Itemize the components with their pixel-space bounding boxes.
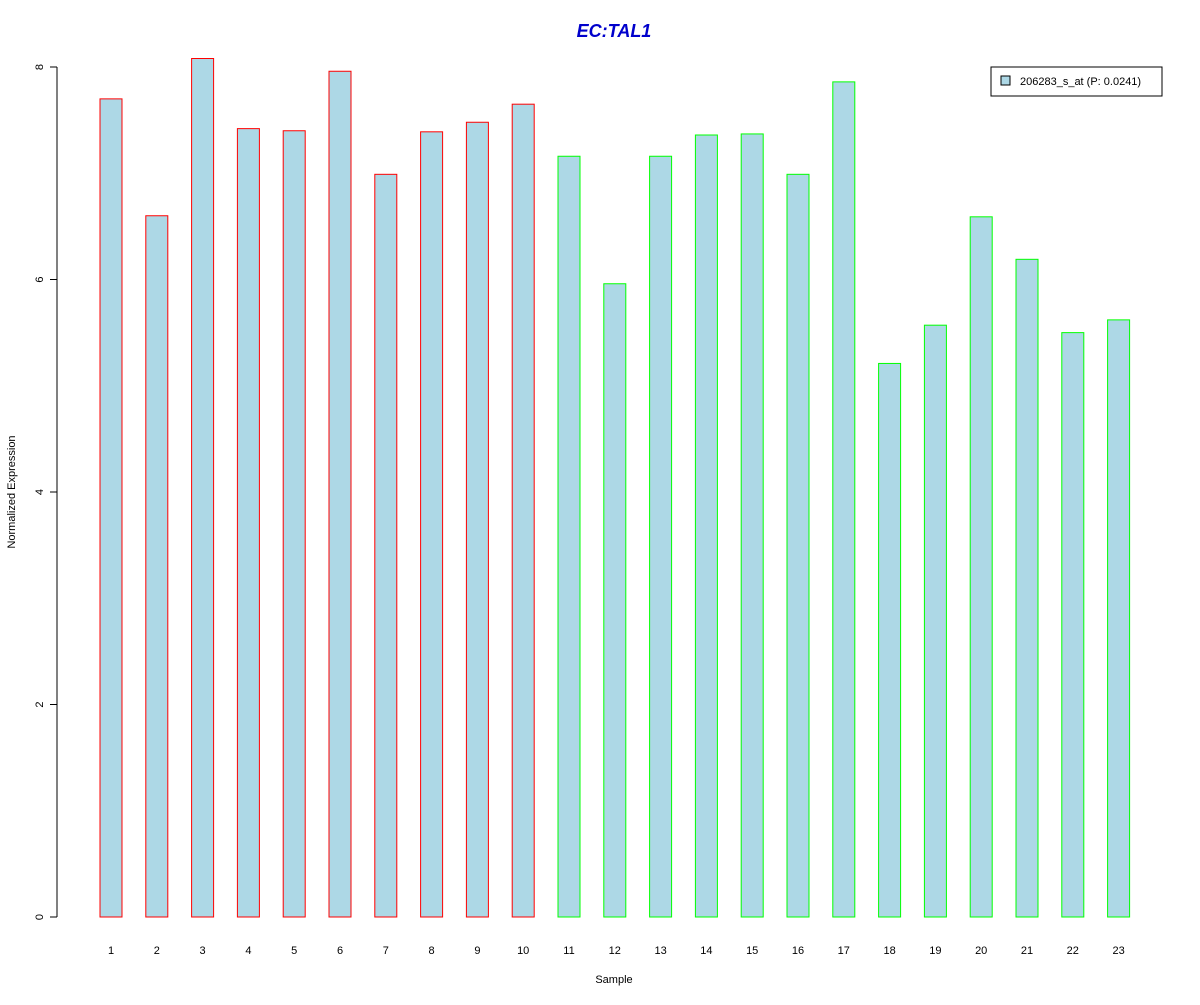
bar-sample-17 (832, 81, 856, 918)
legend-box (990, 66, 1163, 97)
x-tick-label: 19 (929, 945, 941, 957)
x-tick-label: 17 (838, 945, 850, 957)
y-tick-label: 2 (34, 701, 46, 707)
bar-sample-8 (420, 131, 444, 918)
x-tick-label: 21 (1021, 945, 1033, 957)
x-tick-label: 20 (975, 945, 987, 957)
bar-sample-11 (557, 155, 581, 918)
bar-sample-2 (145, 215, 169, 918)
y-tick-label: 8 (34, 64, 46, 70)
x-tick-label: 11 (563, 945, 574, 957)
x-tick-label: 22 (1067, 945, 1079, 957)
bar-sample-22 (1061, 332, 1085, 918)
bar-sample-19 (923, 324, 947, 918)
x-tick-label: 9 (474, 945, 480, 957)
bar-sample-5 (282, 130, 306, 918)
x-axis-label: Sample (595, 974, 632, 986)
chart-title: EC:TAL1 (577, 21, 652, 41)
y-axis: 0 2 4 6 8 (34, 64, 58, 920)
y-tick-label: 0 (34, 914, 46, 920)
x-tick-label: 2 (154, 945, 160, 957)
bar-sample-4 (236, 128, 260, 918)
bar-sample-15 (740, 133, 764, 918)
x-tick-label: 3 (200, 945, 206, 957)
x-tick-label: 1 (108, 945, 114, 957)
bar-sample-18 (878, 362, 902, 918)
legend: 206283_s_at (P: 0.0241) (990, 66, 1163, 97)
x-tick-label: 10 (517, 945, 529, 957)
bar-sample-14 (694, 134, 718, 918)
bar-sample-6 (328, 70, 352, 918)
bar-sample-13 (649, 155, 673, 918)
y-tick-label: 6 (34, 276, 46, 282)
bar-sample-12 (603, 283, 627, 918)
x-tick-label: 4 (245, 945, 251, 957)
bar-sample-23 (1107, 319, 1131, 918)
bar-sample-20 (969, 216, 993, 918)
bars-group (99, 58, 1131, 918)
x-tick-label: 14 (700, 945, 712, 957)
bar-sample-10 (511, 103, 535, 918)
x-tick-label: 8 (429, 945, 435, 957)
bar-sample-16 (786, 173, 810, 918)
x-tick-label: 18 (883, 945, 895, 957)
x-tick-label: 12 (609, 945, 621, 957)
x-tick-labels: 1 2 3 4 5 6 7 8 9 10 11 12 13 14 15 16 17 18 19 20 21 22 23 (108, 945, 1125, 957)
x-tick-label: 5 (291, 945, 297, 957)
x-tick-label: 16 (792, 945, 804, 957)
legend-swatch (1000, 75, 1011, 86)
y-tick-label: 4 (34, 489, 46, 495)
bar-sample-7 (374, 173, 398, 918)
x-tick-label: 7 (383, 945, 389, 957)
legend-label: 206283_s_at (P: 0.0241) (1020, 76, 1141, 88)
bar-sample-3 (191, 58, 215, 918)
bar-sample-21 (1015, 258, 1039, 918)
bar-sample-9 (465, 121, 489, 918)
x-tick-label: 15 (746, 945, 758, 957)
y-axis-label: Normalized Expression (6, 435, 18, 548)
x-tick-label: 23 (1112, 945, 1124, 957)
x-tick-label: 13 (654, 945, 666, 957)
bar-sample-1 (99, 98, 123, 918)
x-tick-label: 6 (337, 945, 343, 957)
